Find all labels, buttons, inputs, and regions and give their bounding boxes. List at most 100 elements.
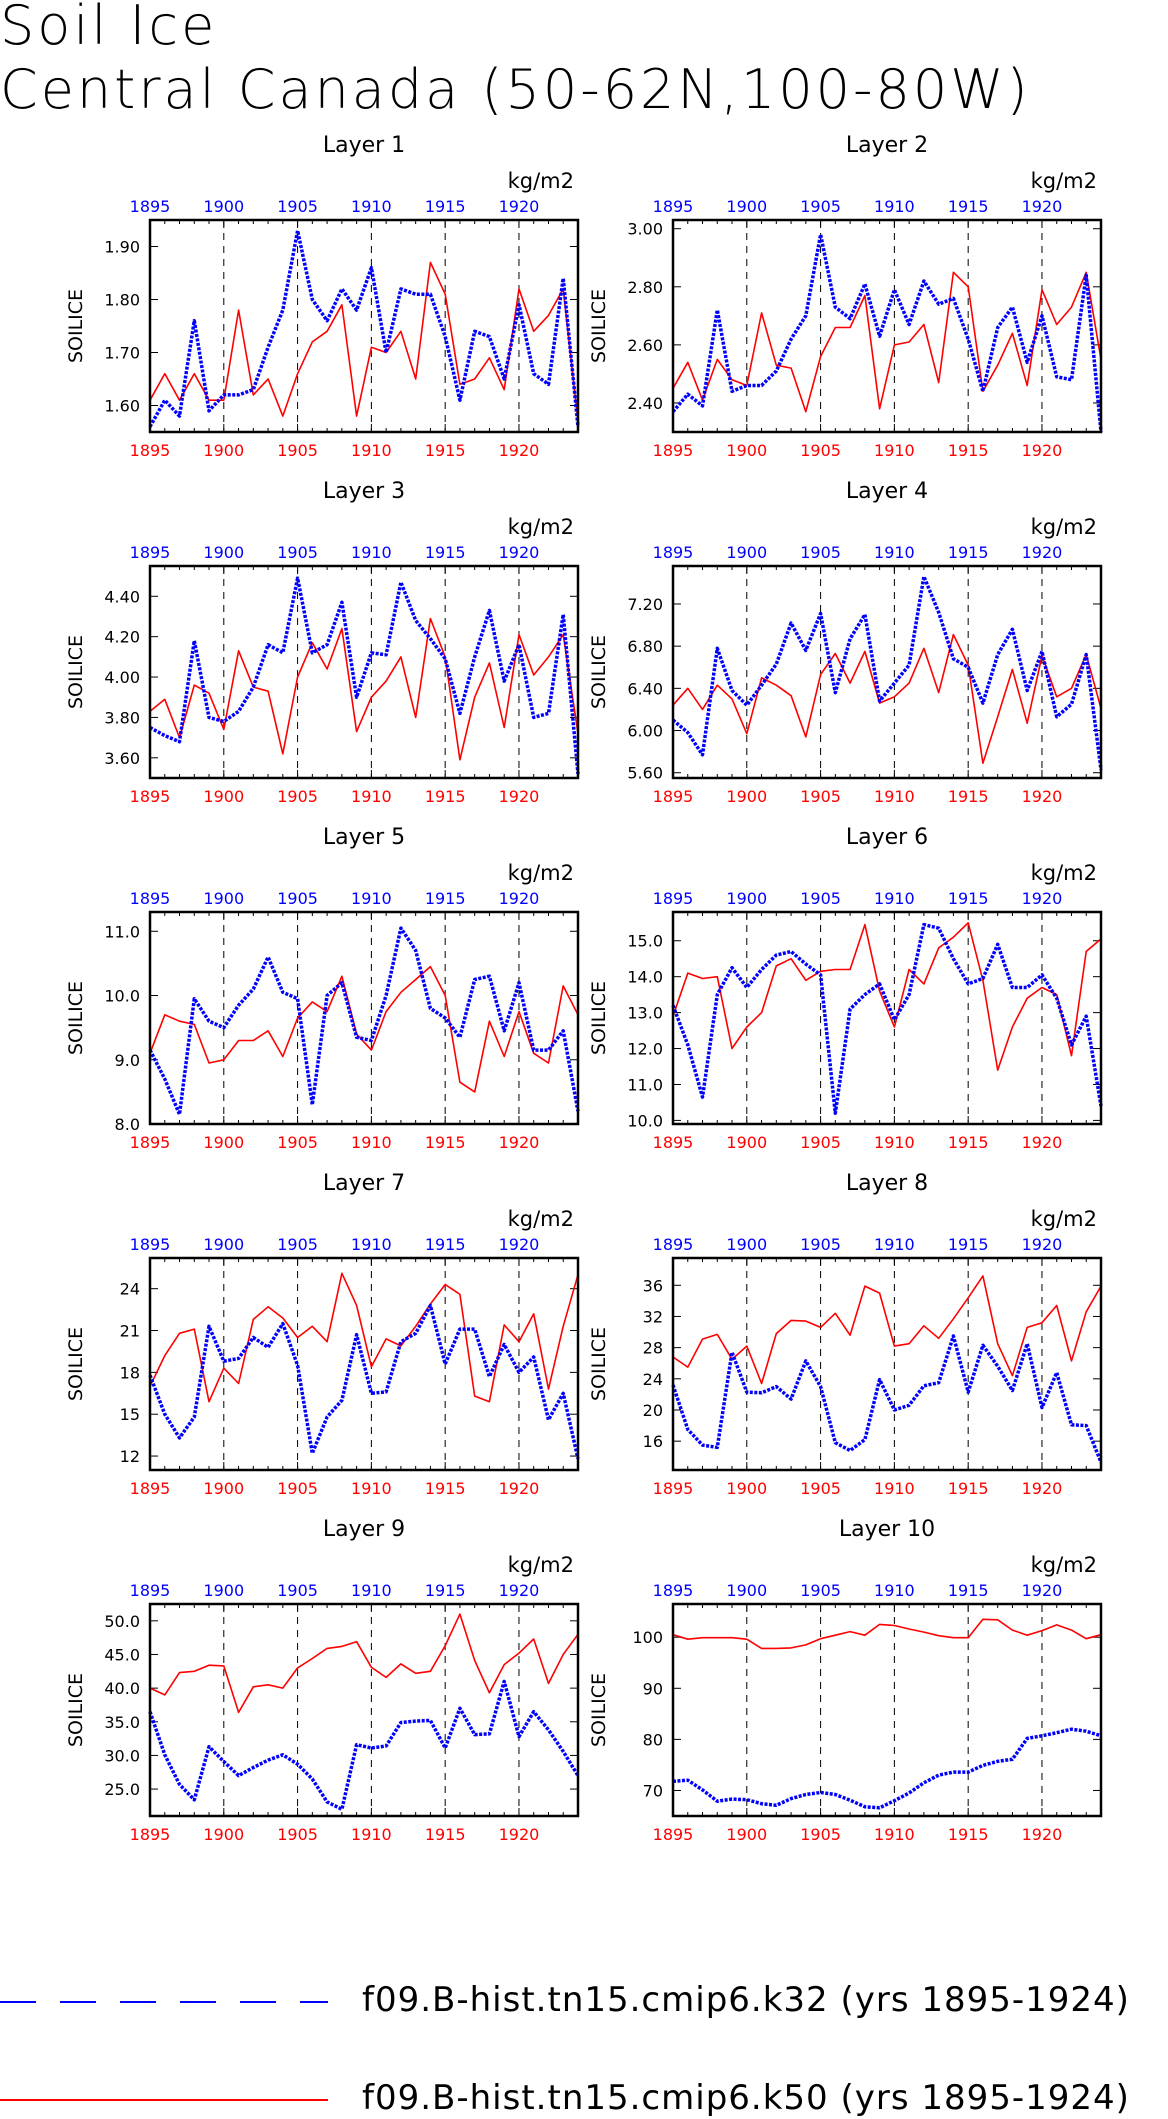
panel-title: Layer 6 <box>846 825 928 850</box>
y-tick-label: 1.80 <box>104 291 140 310</box>
x-tick-label-top: 1915 <box>425 1235 466 1254</box>
x-tick-label-bottom: 1905 <box>277 441 318 460</box>
x-tick-label-bottom: 1905 <box>800 1133 841 1152</box>
x-tick-label-top: 1900 <box>726 1235 767 1254</box>
y-tick-label: 12 <box>120 1447 140 1466</box>
x-tick-label-top: 1900 <box>203 197 244 216</box>
y-axis-label: SOILICE <box>588 1327 610 1401</box>
series-line-k32 <box>148 926 580 1117</box>
x-tick-label-bottom: 1895 <box>130 1825 171 1844</box>
x-tick-label-top: 1905 <box>800 1235 841 1254</box>
x-tick-label-bottom: 1905 <box>800 1825 841 1844</box>
x-tick-label-top: 1895 <box>653 543 694 562</box>
x-tick-label-top: 1900 <box>203 543 244 562</box>
y-axis-label: SOILICE <box>588 635 610 709</box>
x-tick-label-bottom: 1920 <box>1022 441 1063 460</box>
y-tick-label: 10.0 <box>627 1111 663 1130</box>
x-tick-label-top: 1920 <box>499 1581 540 1600</box>
y-tick-label: 9.0 <box>115 1051 140 1070</box>
panel-title: Layer 2 <box>846 133 928 158</box>
x-tick-label-bottom: 1920 <box>499 1479 540 1498</box>
x-tick-label-top: 1920 <box>499 889 540 908</box>
y-tick-label: 25.0 <box>104 1780 140 1799</box>
panel-layer-5: Layer 5 kg/m2 SOILICE 1895 1895 1900 1900 1905 1… <box>65 825 580 1152</box>
plot-frame <box>148 1256 580 1472</box>
x-tick-label-top: 1920 <box>1022 889 1063 908</box>
y-axis-label: SOILICE <box>588 1673 610 1747</box>
x-tick-label-top: 1915 <box>425 1581 466 1600</box>
x-tick-label-top: 1910 <box>874 889 915 908</box>
series-line-k32 <box>148 1679 580 1812</box>
panel-title: Layer 1 <box>323 133 405 158</box>
x-tick-label-bottom: 1900 <box>726 1479 767 1498</box>
chart-panels: Layer 1 kg/m2 SOILICE 1895 1895 1900 1900 1905 1… <box>65 133 1103 1844</box>
y-axis-label: SOILICE <box>65 1327 87 1401</box>
panel-layer-4: Layer 4 kg/m2 SOILICE 1895 1895 1900 1900 1905 1… <box>588 479 1103 806</box>
x-tick-label-bottom: 1910 <box>874 1479 915 1498</box>
x-tick-label-top: 1905 <box>277 1581 318 1600</box>
x-tick-label-top: 1915 <box>948 1581 989 1600</box>
x-tick-label-top: 1910 <box>874 1235 915 1254</box>
x-tick-label-top: 1915 <box>948 197 989 216</box>
units-label: kg/m2 <box>508 1207 574 1231</box>
panel-layer-9: Layer 9 kg/m2 SOILICE 1895 1895 1900 1900 1905 1… <box>65 1517 580 1844</box>
x-tick-label-bottom: 1895 <box>130 441 171 460</box>
x-tick-label-top: 1900 <box>726 889 767 908</box>
x-tick-label-bottom: 1895 <box>653 1479 694 1498</box>
y-tick-label: 2.60 <box>627 336 663 355</box>
x-tick-label-bottom: 1900 <box>203 441 244 460</box>
x-tick-label-top: 1910 <box>351 1235 392 1254</box>
x-tick-label-bottom: 1905 <box>800 441 841 460</box>
plot-frame <box>671 564 1103 780</box>
panel-layer-1: Layer 1 kg/m2 SOILICE 1895 1895 1900 1900 1905 1… <box>65 133 580 460</box>
x-tick-label-bottom: 1895 <box>653 787 694 806</box>
y-axis-label: SOILICE <box>588 981 610 1055</box>
units-label: kg/m2 <box>1031 1553 1097 1577</box>
y-tick-label: 15 <box>120 1405 140 1424</box>
x-tick-label-bottom: 1920 <box>499 441 540 460</box>
y-tick-label: 6.80 <box>627 637 663 656</box>
units-label: kg/m2 <box>508 1553 574 1577</box>
y-tick-label: 6.40 <box>627 679 663 698</box>
x-tick-label-top: 1900 <box>203 889 244 908</box>
x-tick-label-top: 1905 <box>277 889 318 908</box>
x-tick-label-bottom: 1895 <box>130 787 171 806</box>
series-line-k32 <box>148 228 580 428</box>
x-tick-label-bottom: 1895 <box>653 1825 694 1844</box>
panel-title: Layer 9 <box>323 1517 405 1542</box>
units-label: kg/m2 <box>1031 515 1097 539</box>
x-tick-label-top: 1905 <box>800 889 841 908</box>
y-axis-label: SOILICE <box>65 1673 87 1747</box>
x-tick-label-top: 1920 <box>1022 1235 1063 1254</box>
y-axis-label: SOILICE <box>588 289 610 363</box>
series-line-k32 <box>671 232 1103 433</box>
x-tick-label-top: 1895 <box>130 1581 171 1600</box>
x-tick-label-bottom: 1915 <box>425 1825 466 1844</box>
x-tick-label-top: 1920 <box>1022 1581 1063 1600</box>
x-tick-label-bottom: 1915 <box>425 1133 466 1152</box>
x-tick-label-bottom: 1915 <box>948 1479 989 1498</box>
y-tick-label: 50.0 <box>104 1612 140 1631</box>
y-tick-label: 15.0 <box>627 932 663 951</box>
series-line-k32 <box>149 576 580 775</box>
x-tick-label-top: 1915 <box>425 543 466 562</box>
x-tick-label-bottom: 1910 <box>351 1825 392 1844</box>
x-tick-label-bottom: 1895 <box>130 1479 171 1498</box>
series-line-k32 <box>148 1303 580 1460</box>
y-tick-label: 90 <box>643 1679 663 1698</box>
x-tick-label-top: 1915 <box>425 889 466 908</box>
panel-title: Layer 8 <box>846 1171 928 1196</box>
x-tick-label-top: 1895 <box>653 197 694 216</box>
panel-layer-6: Layer 6 kg/m2 SOILICE 1895 1895 1900 1900 1905 1… <box>588 825 1103 1152</box>
units-label: kg/m2 <box>1031 1207 1097 1231</box>
x-tick-label-top: 1895 <box>130 1235 171 1254</box>
x-tick-label-top: 1905 <box>277 1235 318 1254</box>
x-tick-label-bottom: 1900 <box>203 1133 244 1152</box>
series-line-k50 <box>149 1272 579 1403</box>
y-tick-label: 40.0 <box>104 1679 140 1698</box>
legend-label-k32: f09.B-hist.tn15.cmip6.k32 (yrs 1895-1924… <box>362 1980 1130 2020</box>
plot-frame <box>671 218 1103 434</box>
x-tick-label-top: 1910 <box>351 1581 392 1600</box>
series-line-k32 <box>671 922 1103 1115</box>
x-tick-label-top: 1910 <box>874 197 915 216</box>
